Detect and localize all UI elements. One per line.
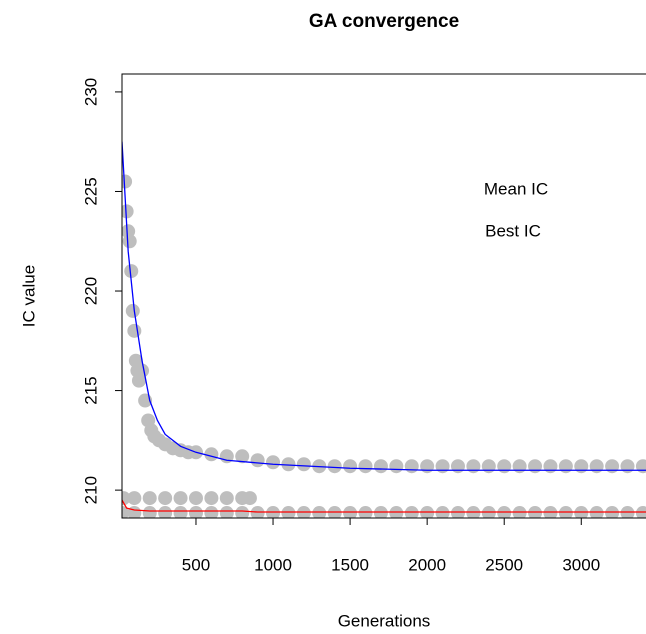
population-point — [127, 323, 142, 338]
population-point — [389, 459, 404, 474]
population-point — [173, 491, 188, 506]
population-point — [158, 491, 173, 506]
population-point — [605, 459, 620, 474]
y-axis-label: IC value — [19, 265, 38, 327]
population-point — [589, 459, 604, 474]
population-point — [250, 453, 265, 468]
x-tick-label: 3000 — [562, 555, 600, 574]
y-tick-label: 215 — [81, 376, 100, 404]
x-axis-label: Generations — [338, 611, 431, 630]
x-tick-label: 1500 — [331, 555, 369, 574]
population-point — [219, 491, 234, 506]
population-point — [127, 491, 142, 506]
population-point — [528, 459, 543, 474]
population-point — [558, 459, 573, 474]
population-point — [188, 506, 203, 518]
legend-label: Mean IC — [484, 179, 548, 198]
y-tick-label: 225 — [81, 177, 100, 205]
population-point — [635, 459, 646, 474]
population-point — [204, 506, 219, 518]
population-point — [188, 491, 203, 506]
population-point — [124, 264, 139, 279]
population-point — [142, 491, 157, 506]
x-tick-label: 2000 — [408, 555, 446, 574]
x-tick-label: 1000 — [254, 555, 292, 574]
series-line — [122, 499, 646, 513]
population-point — [327, 459, 342, 474]
population-point — [122, 234, 137, 249]
population-point — [543, 459, 558, 474]
population-point — [497, 459, 512, 474]
population-point — [173, 506, 188, 518]
population-point — [204, 491, 219, 506]
population-point — [281, 457, 296, 472]
population-point — [219, 506, 234, 518]
population-point — [125, 303, 140, 318]
population-point — [358, 459, 373, 474]
population-point — [481, 459, 496, 474]
y-tick-label: 210 — [81, 476, 100, 504]
population-point — [404, 459, 419, 474]
population-point — [122, 204, 134, 219]
plot-area — [122, 141, 646, 518]
population-point — [242, 491, 257, 506]
x-tick-label: 2500 — [485, 555, 523, 574]
population-point — [343, 459, 358, 474]
population-point — [158, 506, 173, 518]
population-point — [512, 459, 527, 474]
population-point — [296, 457, 311, 472]
population-point — [135, 363, 150, 378]
population-point — [235, 449, 250, 464]
x-tick-label: 500 — [182, 555, 210, 574]
y-tick-label: 230 — [81, 78, 100, 106]
y-tick-label: 220 — [81, 277, 100, 305]
population-point — [450, 459, 465, 474]
population-point — [466, 459, 481, 474]
population-point — [373, 459, 388, 474]
population-point — [420, 459, 435, 474]
series-line — [122, 141, 646, 471]
population-point — [142, 506, 157, 518]
population-point — [574, 459, 589, 474]
population-point — [266, 455, 281, 470]
population-point — [235, 506, 250, 518]
chart-title: GA convergence — [309, 11, 459, 32]
population-point — [620, 459, 635, 474]
population-point — [122, 506, 129, 518]
population-point — [435, 459, 450, 474]
population-point — [204, 447, 219, 462]
legend-label: Best IC — [485, 221, 541, 240]
plot-box — [121, 73, 646, 519]
